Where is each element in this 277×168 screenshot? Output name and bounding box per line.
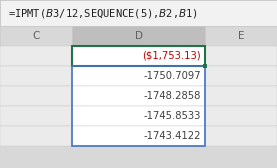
Bar bbox=[0, 86, 72, 106]
Bar bbox=[72, 26, 205, 46]
Bar bbox=[205, 126, 277, 146]
Bar bbox=[0, 46, 72, 66]
Text: -1743.4122: -1743.4122 bbox=[143, 131, 201, 141]
Bar bbox=[203, 64, 207, 68]
Bar bbox=[205, 66, 277, 86]
Bar bbox=[72, 126, 205, 146]
Text: -1748.2858: -1748.2858 bbox=[144, 91, 201, 101]
Bar bbox=[0, 106, 72, 126]
Bar bbox=[72, 46, 205, 66]
Bar bbox=[0, 0, 277, 26]
Bar bbox=[205, 46, 277, 66]
Bar bbox=[205, 86, 277, 106]
Text: ($1,753.13): ($1,753.13) bbox=[142, 51, 201, 61]
Bar bbox=[0, 66, 72, 86]
Text: -1745.8533: -1745.8533 bbox=[144, 111, 201, 121]
Bar bbox=[72, 106, 205, 126]
Bar bbox=[205, 106, 277, 126]
Bar bbox=[0, 126, 72, 146]
Bar bbox=[72, 86, 205, 106]
Bar bbox=[72, 66, 205, 146]
Text: -1750.7097: -1750.7097 bbox=[143, 71, 201, 81]
Bar bbox=[205, 26, 277, 46]
Text: =IPMT($B$3/12,SEQUENCE(5),$B$2,$B$1): =IPMT($B$3/12,SEQUENCE(5),$B$2,$B$1) bbox=[8, 7, 198, 19]
Text: D: D bbox=[135, 31, 142, 41]
Bar bbox=[0, 26, 72, 46]
Bar bbox=[72, 66, 205, 86]
Text: C: C bbox=[32, 31, 40, 41]
Text: E: E bbox=[238, 31, 244, 41]
Bar bbox=[72, 46, 205, 66]
